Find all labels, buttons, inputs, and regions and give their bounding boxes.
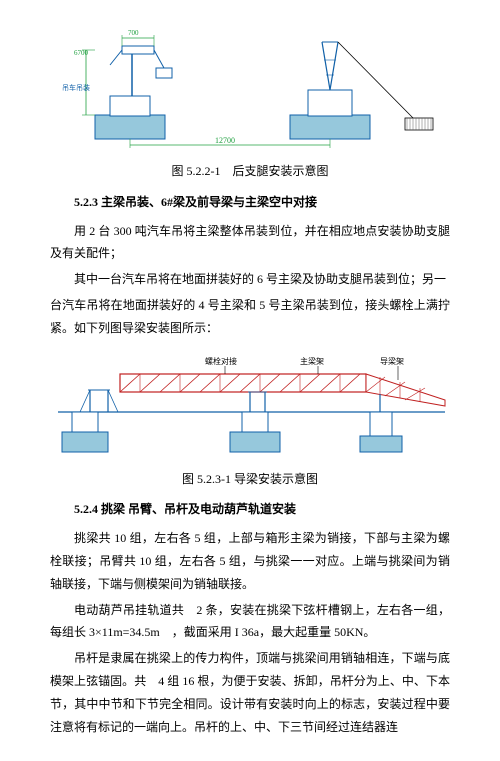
- paragraph-5: 吊杆是隶属在挑梁上的传力构件，顶端与挑梁间用销轴相连，下端与底模架上弦锚固。共 …: [50, 647, 450, 738]
- label-guide-beam: 导梁架: [380, 357, 404, 366]
- paragraph-3: 挑梁共 10 组，左右各 5 组，上部与箱形主梁为销接，下部与主梁为螺栓联接；吊…: [50, 527, 450, 595]
- section-524-title: 5.2.4 挑梁 吊臂、吊杆及电动葫芦轨道安装: [50, 498, 450, 521]
- section-523-title: 5.2.3 主梁吊装、6#梁及前导梁与主梁空中对接: [50, 191, 450, 214]
- dim-bottom: 12700: [215, 136, 235, 145]
- figure-rear-leg-install: 700 6700 吊车吊装: [60, 20, 440, 150]
- dim-top: 700: [128, 29, 139, 37]
- label-main-beam: 主梁架: [300, 356, 324, 366]
- paragraph-2a: 其中一台汽车吊将在地面拼装好的 6 号主梁及协助支腿吊装到位；另一: [50, 268, 450, 291]
- paragraph-1: 用 2 台 300 吨汽车吊将主梁整体吊装到位，并在相应地点安装协助支腿及有关配…: [50, 220, 450, 266]
- paragraph-2b: 台汽车吊将在地面拼装好的 4 号主梁和 5 号主梁吊装到位，接头螺栓上满拧紧。如…: [50, 294, 450, 340]
- figure1-caption: 图 5.2.2-1 后支腿安装示意图: [50, 160, 450, 183]
- note-crane-lift: 吊车吊装: [62, 83, 90, 92]
- dim-left: 6700: [74, 49, 89, 57]
- figure2-caption: 图 5.2.3-1 导梁安装示意图: [50, 468, 450, 491]
- label-bolt-joint: 螺栓对接: [205, 356, 237, 366]
- paragraph-4: 电动葫芦吊挂轨道共 2 条，安装在挑梁下弦杆槽钢上，左右各一组，每组长 3×11…: [50, 599, 450, 645]
- figure-guide-beam-install: 螺栓对接 主梁架 导梁架: [50, 350, 450, 460]
